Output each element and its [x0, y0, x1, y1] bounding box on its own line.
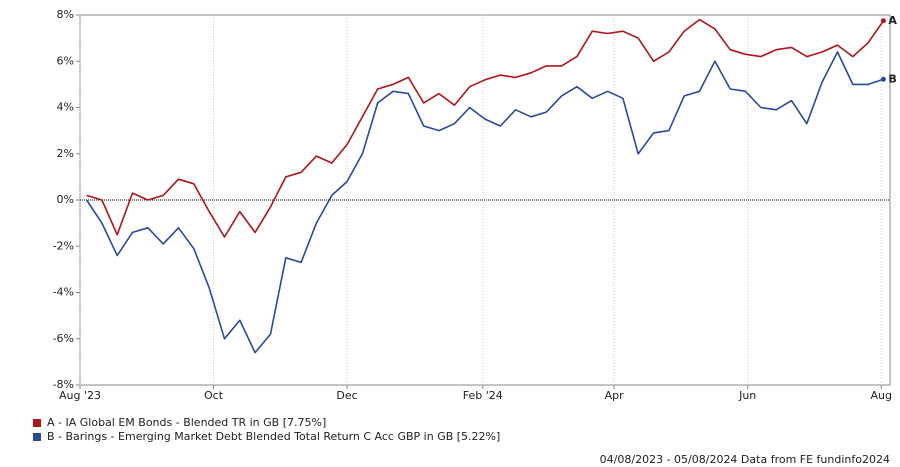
x-tick-label: Dec	[336, 389, 357, 402]
y-tick-label: -8%	[53, 378, 74, 391]
legend-label: B - Barings - Emerging Market Debt Blend…	[47, 430, 500, 443]
y-tick-label: 8%	[57, 8, 74, 21]
end-label: B	[888, 72, 896, 85]
x-tick-label: Aug	[871, 389, 892, 402]
end-marker	[880, 76, 886, 82]
series-line	[86, 18, 885, 238]
end-marker	[880, 18, 886, 24]
y-tick-label: -6%	[53, 332, 74, 345]
x-tick-label: Oct	[204, 389, 224, 402]
legend-swatch	[33, 419, 41, 427]
end-label: A	[888, 14, 897, 27]
x-tick-label: Aug '23	[59, 389, 101, 402]
y-tick-label: 0%	[57, 193, 74, 206]
y-tick-label: 4%	[57, 101, 74, 114]
legend-label: A - IA Global EM Bonds - Blended TR in G…	[47, 416, 326, 429]
footer: 04/08/2023 - 05/08/2024 Data from FE fun…	[600, 453, 890, 466]
x-tick-label: Feb '24	[463, 389, 503, 402]
x-tick-label: Jun	[738, 389, 756, 402]
y-tick-label: 2%	[57, 147, 74, 160]
y-tick-label: -4%	[53, 286, 74, 299]
y-tick-label: -2%	[53, 239, 74, 252]
series-line	[85, 51, 884, 354]
x-tick-label: Apr	[605, 389, 625, 402]
legend-swatch	[33, 433, 41, 441]
y-tick-label: 6%	[57, 54, 74, 67]
